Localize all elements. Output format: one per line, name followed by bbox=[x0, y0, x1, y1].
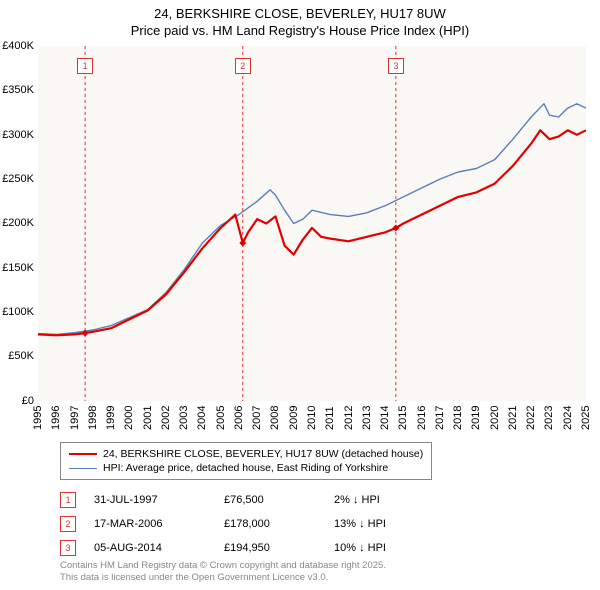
y-tick-label: £300K bbox=[2, 129, 34, 141]
x-tick-label: 2015 bbox=[397, 406, 409, 430]
sales-row: 3 05-AUG-2014£194,95010% ↓ HPI bbox=[60, 536, 434, 560]
title-line-2: Price paid vs. HM Land Registry's House … bbox=[0, 23, 600, 40]
x-tick-label: 2004 bbox=[196, 406, 208, 430]
y-tick-label: £400K bbox=[2, 40, 34, 52]
x-tick-label: 2024 bbox=[562, 406, 574, 430]
x-tick-label: 2020 bbox=[489, 406, 501, 430]
legend-swatch-price-paid bbox=[69, 453, 97, 455]
x-tick-label: 2022 bbox=[525, 406, 537, 430]
chart-area: £0£50K£100K£150K£200K£250K£300K£350K£400… bbox=[38, 46, 586, 401]
x-tick-label: 1996 bbox=[50, 406, 62, 430]
sales-price: £194,950 bbox=[224, 542, 334, 554]
plot-svg bbox=[38, 46, 586, 401]
x-tick-label: 2011 bbox=[324, 406, 336, 430]
sales-date: 17-MAR-2006 bbox=[94, 518, 224, 530]
sales-row: 2 17-MAR-2006£178,00013% ↓ HPI bbox=[60, 512, 434, 536]
x-tick-label: 2001 bbox=[142, 406, 154, 430]
x-tick-label: 2025 bbox=[580, 406, 592, 430]
x-tick-label: 2017 bbox=[434, 406, 446, 430]
sales-price: £76,500 bbox=[224, 494, 334, 506]
x-tick-label: 2023 bbox=[543, 406, 555, 430]
attribution-line-1: Contains HM Land Registry data © Crown c… bbox=[60, 560, 386, 572]
sales-badge: 2 bbox=[60, 516, 76, 532]
x-tick-label: 2009 bbox=[288, 406, 300, 430]
sales-diff: 13% ↓ HPI bbox=[334, 518, 434, 530]
x-tick-label: 2010 bbox=[306, 406, 318, 430]
x-tick-label: 1997 bbox=[69, 406, 81, 430]
series-hpi bbox=[38, 103, 586, 334]
x-tick-label: 2003 bbox=[178, 406, 190, 430]
legend: 24, BERKSHIRE CLOSE, BEVERLEY, HU17 8UW … bbox=[60, 442, 432, 480]
sales-badge: 1 bbox=[60, 492, 76, 508]
y-axis-labels: £0£50K£100K£150K£200K£250K£300K£350K£400… bbox=[0, 46, 36, 401]
x-tick-label: 2008 bbox=[269, 406, 281, 430]
x-tick-label: 2013 bbox=[361, 406, 373, 430]
x-axis-labels: 1995199619971998199920002001200220032004… bbox=[38, 400, 586, 440]
x-tick-label: 1999 bbox=[105, 406, 117, 430]
x-tick-label: 2006 bbox=[233, 406, 245, 430]
sales-date: 31-JUL-1997 bbox=[94, 494, 224, 506]
legend-row-hpi: HPI: Average price, detached house, East… bbox=[69, 461, 423, 475]
series-price_paid bbox=[38, 130, 586, 335]
y-tick-label: £50K bbox=[8, 350, 34, 362]
sales-table: 1 31-JUL-1997£76,5002% ↓ HPI 2 17-MAR-2006£… bbox=[60, 488, 434, 560]
sales-diff: 10% ↓ HPI bbox=[334, 542, 434, 554]
attribution-line-2: This data is licensed under the Open Gov… bbox=[60, 572, 386, 584]
event-badge: 1 bbox=[77, 58, 93, 74]
x-tick-label: 2002 bbox=[160, 406, 172, 430]
y-tick-label: £250K bbox=[2, 173, 34, 185]
sales-price: £178,000 bbox=[224, 518, 334, 530]
y-tick-label: £350K bbox=[2, 84, 34, 96]
x-tick-label: 1998 bbox=[87, 406, 99, 430]
x-tick-label: 1995 bbox=[32, 406, 44, 430]
y-tick-label: £100K bbox=[2, 306, 34, 318]
chart-container: 24, BERKSHIRE CLOSE, BEVERLEY, HU17 8UW … bbox=[0, 0, 600, 590]
event-badge: 3 bbox=[388, 58, 404, 74]
title-line-1: 24, BERKSHIRE CLOSE, BEVERLEY, HU17 8UW bbox=[0, 6, 600, 23]
legend-row-price-paid: 24, BERKSHIRE CLOSE, BEVERLEY, HU17 8UW … bbox=[69, 447, 423, 461]
legend-label-hpi: HPI: Average price, detached house, East… bbox=[103, 462, 388, 474]
x-tick-label: 2000 bbox=[123, 406, 135, 430]
x-tick-label: 2016 bbox=[416, 406, 428, 430]
x-tick-label: 2021 bbox=[507, 406, 519, 430]
legend-swatch-hpi bbox=[69, 468, 97, 469]
title-block: 24, BERKSHIRE CLOSE, BEVERLEY, HU17 8UW … bbox=[0, 0, 600, 40]
x-tick-label: 2019 bbox=[470, 406, 482, 430]
x-tick-label: 2007 bbox=[251, 406, 263, 430]
sales-row: 1 31-JUL-1997£76,5002% ↓ HPI bbox=[60, 488, 434, 512]
y-tick-label: £200K bbox=[2, 217, 34, 229]
x-tick-label: 2018 bbox=[452, 406, 464, 430]
x-tick-label: 2005 bbox=[215, 406, 227, 430]
sales-badge: 3 bbox=[60, 540, 76, 556]
x-tick-label: 2014 bbox=[379, 406, 391, 430]
event-badge: 2 bbox=[235, 58, 251, 74]
y-tick-label: £150K bbox=[2, 262, 34, 274]
attribution: Contains HM Land Registry data © Crown c… bbox=[60, 560, 386, 584]
sales-date: 05-AUG-2014 bbox=[94, 542, 224, 554]
legend-label-price-paid: 24, BERKSHIRE CLOSE, BEVERLEY, HU17 8UW … bbox=[103, 448, 423, 460]
sales-diff: 2% ↓ HPI bbox=[334, 494, 434, 506]
x-tick-label: 2012 bbox=[343, 406, 355, 430]
